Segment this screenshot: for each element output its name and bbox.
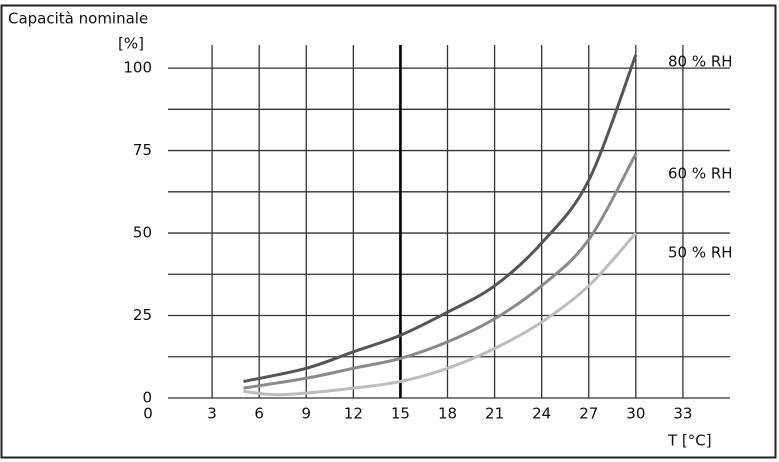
series-line: [243, 54, 638, 383]
y-tick-label: 100: [123, 59, 152, 77]
x-tick-label: 3: [207, 405, 217, 423]
x-tick-label: 24: [532, 405, 551, 423]
series-line: [243, 232, 637, 397]
series-label: 50 % RH: [668, 244, 733, 262]
x-tick-label: 0: [143, 405, 153, 423]
x-tick-label: 21: [485, 405, 504, 423]
chart-title: Capacità nominale: [8, 10, 148, 28]
x-tick-label: 18: [438, 405, 457, 423]
x-tick-label: 33: [673, 405, 692, 423]
y-tick-label: 75: [133, 141, 152, 159]
x-tick-label: 6: [254, 405, 264, 423]
y-tick-label: 50: [133, 224, 152, 242]
x-tick-label: 12: [344, 405, 363, 423]
x-tick-label: 15: [391, 405, 410, 423]
y-tick-label: 0: [142, 389, 152, 407]
x-axis-label: T [°C]: [667, 432, 712, 450]
series-label: 60 % RH: [668, 164, 733, 182]
x-tick-label: 27: [579, 405, 598, 423]
x-tick-label: 30: [626, 405, 645, 423]
y-axis-label: [%]: [118, 35, 144, 53]
x-tick-label: 9: [301, 405, 311, 423]
series-label: 80 % RH: [668, 53, 733, 71]
y-tick-label: 25: [133, 306, 152, 324]
series-line: [243, 153, 638, 390]
frame: [0, 4, 777, 459]
